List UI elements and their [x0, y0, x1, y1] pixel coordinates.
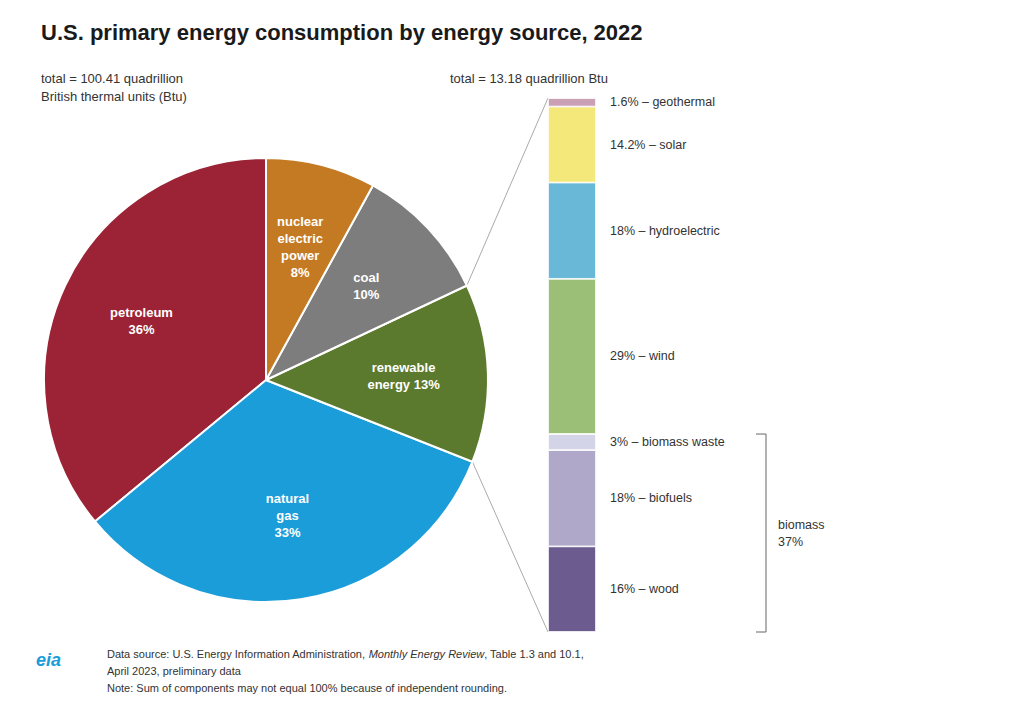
svg-text:power: power: [281, 248, 319, 263]
svg-text:Note: Sum of components may no: Note: Sum of components may not equal 10…: [107, 682, 507, 694]
svg-text:coal: coal: [353, 270, 379, 285]
svg-text:total = 13.18 quadrillion Btu: total = 13.18 quadrillion Btu: [450, 71, 608, 86]
svg-text:April 2023, preliminary data: April 2023, preliminary data: [107, 665, 242, 677]
svg-text:petroleum: petroleum: [110, 305, 173, 320]
svg-text:29% – wind: 29% – wind: [610, 349, 675, 363]
svg-text:total = 100.41 quadrillion: total = 100.41 quadrillion: [41, 71, 183, 86]
svg-text:10%: 10%: [353, 287, 379, 302]
svg-text:Monthly Energy Review: Monthly Energy Review: [369, 648, 486, 660]
svg-text:18% – biofuels: 18% – biofuels: [610, 491, 692, 505]
svg-text:energy 13%: energy 13%: [367, 377, 440, 392]
svg-text:gas: gas: [276, 508, 298, 523]
svg-text:eia: eia: [36, 650, 61, 670]
svg-text:nuclear: nuclear: [277, 214, 323, 229]
svg-text:biomass: biomass: [778, 518, 825, 532]
svg-text:8%: 8%: [291, 265, 310, 280]
svg-text:37%: 37%: [778, 535, 803, 549]
svg-text:British thermal units (Btu): British thermal units (Btu): [41, 89, 187, 104]
svg-text:renewable: renewable: [372, 360, 436, 375]
svg-text:natural: natural: [266, 491, 309, 506]
svg-text:1.6% – geothermal: 1.6% – geothermal: [610, 95, 715, 109]
svg-text:16% – wood: 16% – wood: [610, 582, 679, 596]
svg-text:electric: electric: [277, 231, 323, 246]
svg-text:36%: 36%: [128, 322, 154, 337]
svg-text:18% – hydroelectric: 18% – hydroelectric: [610, 224, 720, 238]
svg-text:33%: 33%: [275, 525, 301, 540]
svg-text:U.S. primary energy consumptio: U.S. primary energy consumption by energ…: [41, 20, 643, 45]
svg-text:, Table 1.3 and 10.1,: , Table 1.3 and 10.1,: [484, 648, 584, 660]
svg-text:Data source: U.S. Energy Infor: Data source: U.S. Energy Information Adm…: [107, 648, 368, 660]
svg-text:14.2% – solar: 14.2% – solar: [610, 138, 686, 152]
svg-text:3% – biomass waste: 3% – biomass waste: [610, 435, 725, 449]
